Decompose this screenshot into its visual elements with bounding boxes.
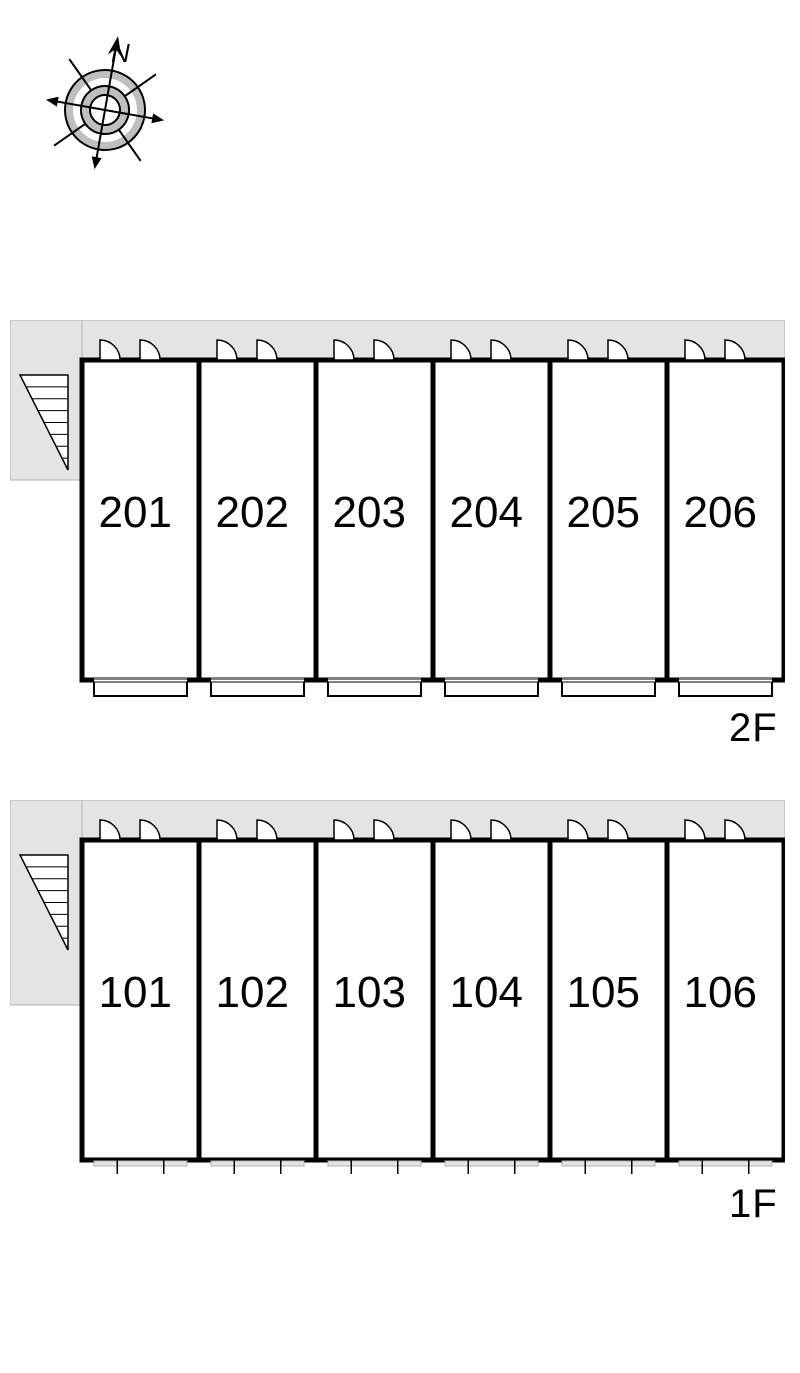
unit-label-203: 203 [333, 488, 406, 538]
unit-label-201: 201 [99, 488, 172, 538]
unit-label-101: 101 [99, 968, 172, 1018]
unit-label-202: 202 [216, 488, 289, 538]
compass-north-label: N [111, 38, 130, 69]
floor-2F: 201 202 203 204 205 206 [10, 320, 785, 702]
floorplan-stage: N2012022032042052062F1011021031041051061… [0, 0, 800, 1373]
floor-label-2F: 2F [729, 706, 778, 751]
unit-label-206: 206 [684, 488, 757, 538]
unit-label-103: 103 [333, 968, 406, 1018]
unit-label-205: 205 [567, 488, 640, 538]
unit-label-105: 105 [567, 968, 640, 1018]
unit-label-106: 106 [684, 968, 757, 1018]
unit-label-102: 102 [216, 968, 289, 1018]
floor-1F: 101 102 103 104 105 106 [10, 800, 785, 1178]
floor-label-1F: 1F [729, 1182, 778, 1227]
compass-icon: N [25, 18, 185, 178]
unit-label-104: 104 [450, 968, 523, 1018]
unit-label-204: 204 [450, 488, 523, 538]
